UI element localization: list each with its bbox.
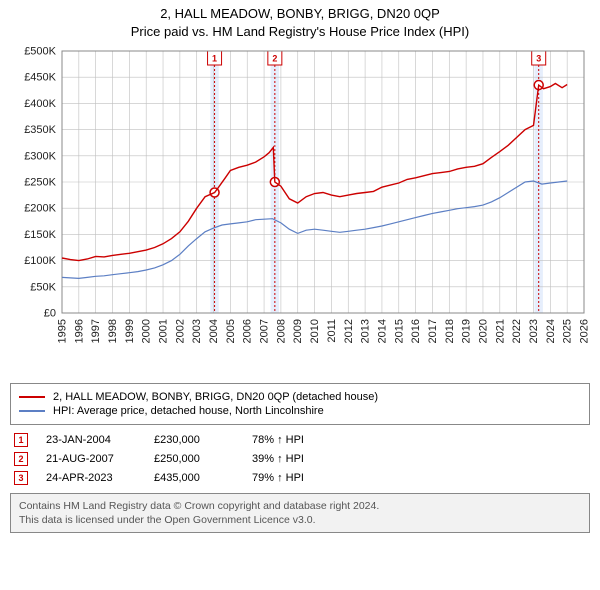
- svg-text:2025: 2025: [562, 319, 574, 343]
- svg-text:2018: 2018: [444, 319, 456, 343]
- svg-text:2007: 2007: [259, 319, 271, 343]
- svg-text:2020: 2020: [477, 319, 489, 343]
- svg-text:1: 1: [212, 54, 217, 64]
- svg-text:2026: 2026: [579, 319, 591, 343]
- attribution-line: This data is licensed under the Open Gov…: [19, 513, 581, 527]
- svg-text:1999: 1999: [124, 319, 136, 343]
- svg-text:£50K: £50K: [30, 281, 56, 293]
- svg-text:£200K: £200K: [24, 203, 56, 215]
- legend-item: 2, HALL MEADOW, BONBY, BRIGG, DN20 0QP (…: [19, 391, 581, 403]
- svg-text:£100K: £100K: [24, 255, 56, 267]
- svg-text:2: 2: [272, 54, 277, 64]
- event-marker: 2: [14, 452, 28, 466]
- svg-text:£500K: £500K: [24, 46, 56, 58]
- svg-text:2016: 2016: [410, 319, 422, 343]
- svg-text:2004: 2004: [208, 319, 220, 343]
- event-row: 1 23-JAN-2004 £230,000 78% ↑ HPI: [14, 433, 590, 447]
- svg-text:2024: 2024: [545, 319, 557, 343]
- event-marker: 3: [14, 471, 28, 485]
- svg-text:3: 3: [536, 54, 541, 64]
- event-pct: 79% ↑ HPI: [252, 472, 304, 484]
- svg-text:£450K: £450K: [24, 72, 56, 84]
- svg-text:2017: 2017: [427, 319, 439, 343]
- svg-text:2012: 2012: [343, 319, 355, 343]
- event-date: 23-JAN-2004: [46, 434, 136, 446]
- price-chart: 1 2 3 £0 £50K £100K £150K £200K £250K £300K £350K £…: [10, 45, 590, 375]
- svg-text:2022: 2022: [511, 319, 523, 343]
- chart-title: 2, HALL MEADOW, BONBY, BRIGG, DN20 0QP: [10, 6, 590, 21]
- svg-text:£150K: £150K: [24, 229, 56, 241]
- legend-label: HPI: Average price, detached house, Nort…: [53, 405, 324, 417]
- event-price: £230,000: [154, 434, 234, 446]
- event-table: 1 23-JAN-2004 £230,000 78% ↑ HPI 2 21-AU…: [10, 433, 590, 485]
- attribution-line: Contains HM Land Registry data © Crown c…: [19, 499, 581, 513]
- event-row: 2 21-AUG-2007 £250,000 39% ↑ HPI: [14, 452, 590, 466]
- svg-text:1996: 1996: [73, 319, 85, 343]
- legend: 2, HALL MEADOW, BONBY, BRIGG, DN20 0QP (…: [10, 383, 590, 425]
- legend-swatch: [19, 410, 45, 412]
- svg-text:2001: 2001: [158, 319, 170, 343]
- attribution: Contains HM Land Registry data © Crown c…: [10, 493, 590, 533]
- svg-text:£400K: £400K: [24, 98, 56, 110]
- legend-item: HPI: Average price, detached house, Nort…: [19, 405, 581, 417]
- svg-text:2002: 2002: [174, 319, 186, 343]
- svg-text:2008: 2008: [275, 319, 287, 343]
- chart-container: { "titles": { "main": "2, HALL MEADOW, B…: [0, 0, 600, 541]
- svg-text:2009: 2009: [292, 319, 304, 343]
- svg-text:2013: 2013: [360, 319, 372, 343]
- svg-text:2015: 2015: [393, 319, 405, 343]
- svg-text:£250K: £250K: [24, 177, 56, 189]
- chart-titles: 2, HALL MEADOW, BONBY, BRIGG, DN20 0QP P…: [10, 6, 590, 39]
- svg-text:1997: 1997: [90, 319, 102, 343]
- event-pct: 39% ↑ HPI: [252, 453, 304, 465]
- svg-text:2003: 2003: [191, 319, 203, 343]
- svg-text:£300K: £300K: [24, 150, 56, 162]
- svg-text:2000: 2000: [141, 319, 153, 343]
- event-price: £435,000: [154, 472, 234, 484]
- event-date: 24-APR-2023: [46, 472, 136, 484]
- chart-subtitle: Price paid vs. HM Land Registry's House …: [10, 24, 590, 39]
- event-marker: 1: [14, 433, 28, 447]
- svg-text:£350K: £350K: [24, 124, 56, 136]
- legend-swatch: [19, 396, 45, 398]
- event-price: £250,000: [154, 453, 234, 465]
- legend-label: 2, HALL MEADOW, BONBY, BRIGG, DN20 0QP (…: [53, 391, 378, 403]
- event-date: 21-AUG-2007: [46, 453, 136, 465]
- svg-text:2014: 2014: [376, 319, 388, 343]
- svg-text:2005: 2005: [225, 319, 237, 343]
- svg-text:2006: 2006: [242, 319, 254, 343]
- event-row: 3 24-APR-2023 £435,000 79% ↑ HPI: [14, 471, 590, 485]
- svg-text:2011: 2011: [326, 319, 338, 343]
- svg-text:2021: 2021: [494, 319, 506, 343]
- svg-text:2010: 2010: [309, 319, 321, 343]
- svg-text:£0: £0: [44, 308, 56, 320]
- chart-svg: 1 2 3 £0 £50K £100K £150K £200K £250K £300K £350K £…: [10, 45, 590, 375]
- svg-text:2023: 2023: [528, 319, 540, 343]
- svg-text:1995: 1995: [57, 319, 69, 343]
- svg-text:1998: 1998: [107, 319, 119, 343]
- svg-text:2019: 2019: [461, 319, 473, 343]
- event-pct: 78% ↑ HPI: [252, 434, 304, 446]
